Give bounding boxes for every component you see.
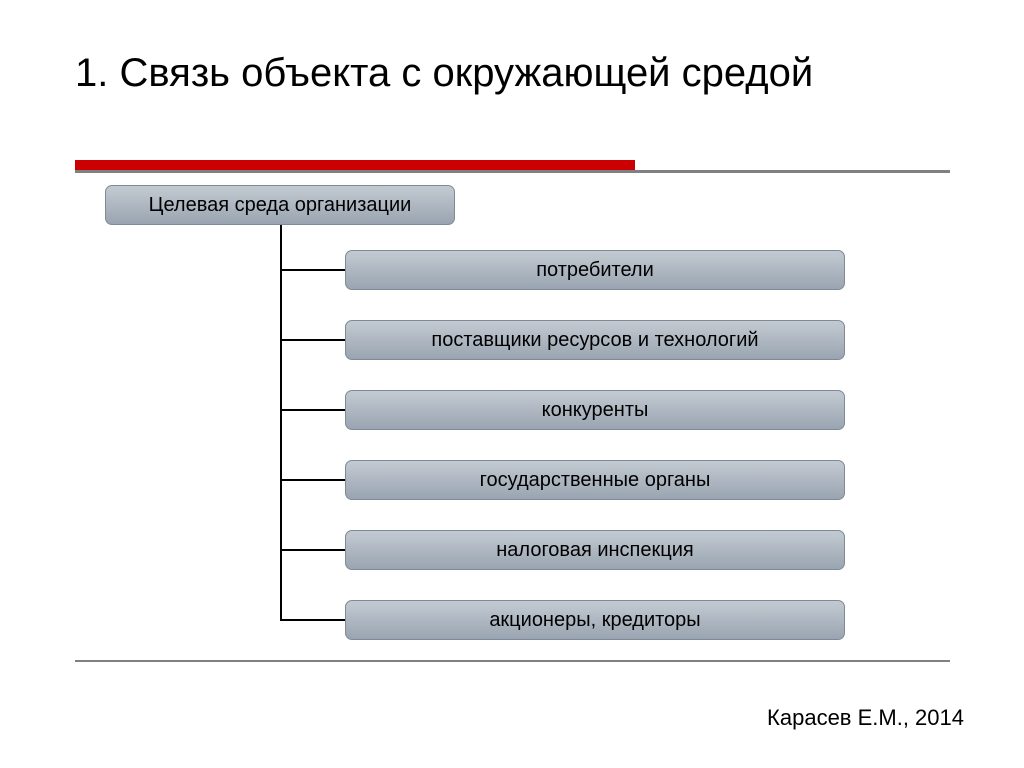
diagram-child-box: налоговая инспекция (345, 530, 845, 570)
diagram-child-box: акционеры, кредиторы (345, 600, 845, 640)
title-underline-gray (75, 170, 950, 173)
connector-branch (280, 479, 345, 481)
connector-branch (280, 619, 345, 621)
bottom-rule (75, 660, 950, 662)
slide-title: 1. Связь объекта с окружающей средой (75, 50, 955, 96)
connector-trunk (280, 225, 282, 620)
connector-branch (280, 409, 345, 411)
diagram-child-box: поставщики ресурсов и технологий (345, 320, 845, 360)
footer-attribution: Карасев Е.М., 2014 (767, 705, 964, 731)
diagram-child-box: потребители (345, 250, 845, 290)
diagram-child-box: конкуренты (345, 390, 845, 430)
diagram-root-box: Целевая среда организации (105, 185, 455, 225)
diagram-child-box: государственные органы (345, 460, 845, 500)
connector-branch (280, 339, 345, 341)
title-underline-red (75, 160, 635, 170)
connector-branch (280, 549, 345, 551)
slide: 1. Связь объекта с окружающей средой Цел… (0, 0, 1024, 768)
connector-branch (280, 269, 345, 271)
